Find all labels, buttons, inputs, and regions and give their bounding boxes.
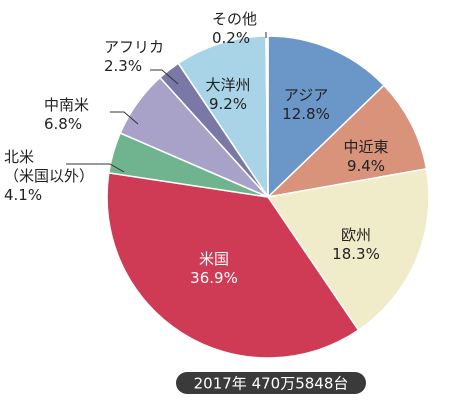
slice-value-6: 2.3% [104, 57, 142, 75]
slice-name-6: アフリカ [104, 38, 164, 56]
slice-value-0: 12.8% [282, 105, 330, 123]
pie-slice-7 [177, 35, 269, 200]
slice-label-8: その他 0.2% [212, 10, 257, 47]
slice-label-1: 中近東 9.4% [343, 138, 388, 175]
slice-value-5: 6.8% [44, 115, 82, 133]
slice-name-0: アジア [284, 86, 328, 104]
pie-labels: アジア 12.8% 中近東 9.4% 欧州 18.3% 米国 36.9% 北米（米国以外） 4.1… [4, 10, 389, 287]
slice-value-2: 18.3% [332, 245, 380, 263]
pie-slice-0 [267, 35, 386, 199]
slice-name-5: 中南米 [44, 96, 89, 114]
slice-label-4: 北米（米国以外） 4.1% [4, 148, 94, 204]
slice-name-4: （米国以外） [4, 167, 94, 185]
slice-name-1: 中近東 [343, 138, 388, 156]
slice-name-2: 欧州 [341, 226, 371, 244]
slice-label-6: アフリカ 2.3% [104, 38, 164, 75]
slice-name-8: その他 [212, 10, 257, 28]
slice-name-3: 米国 [199, 250, 229, 268]
slice-value-3: 36.9% [190, 269, 238, 287]
slice-value-8: 0.2% [212, 29, 250, 47]
slice-label-5: 中南米 6.8% [44, 96, 89, 133]
slice-label-0: アジア 12.8% [282, 86, 330, 123]
pie-slice-3 [106, 171, 360, 359]
slice-label-2: 欧州 18.3% [332, 226, 380, 263]
slice-name-7: 大洋州 [205, 76, 250, 94]
caption-box [176, 372, 366, 394]
pie-slices [106, 35, 430, 359]
slice-name-4: 北米 [4, 148, 34, 166]
caption-text: 2017年 470万5848台 [194, 375, 349, 393]
caption: 2017年 470万5848台 [176, 372, 366, 394]
leader-line-5 [110, 111, 139, 125]
slice-label-7: 大洋州 9.2% [205, 76, 250, 113]
pie-slice-2 [266, 167, 430, 332]
pie-slice-1 [265, 84, 428, 199]
leader-line-6 [150, 69, 179, 85]
slice-value-1: 9.4% [347, 157, 385, 175]
slice-value-7: 9.2% [209, 95, 247, 113]
slice-value-4: 4.1% [4, 186, 42, 204]
leader-line-4 [66, 163, 125, 173]
slice-label-3: 米国 36.9% [190, 250, 238, 287]
